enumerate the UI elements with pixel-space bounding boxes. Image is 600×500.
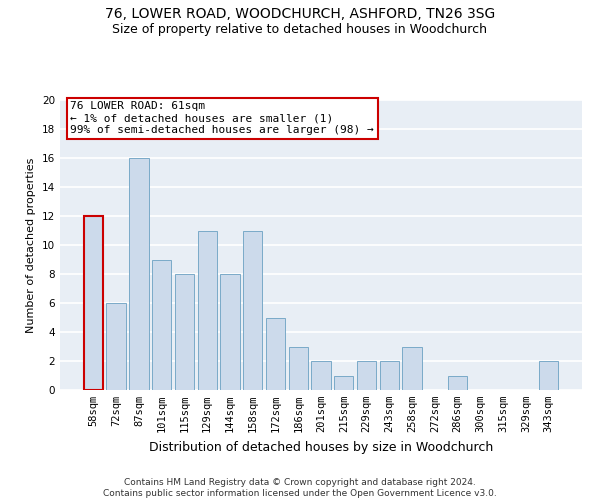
Bar <box>403 346 422 390</box>
Bar <box>220 274 239 390</box>
Bar <box>266 318 285 390</box>
Bar <box>357 361 376 390</box>
Bar <box>539 361 558 390</box>
Bar <box>84 216 103 390</box>
Bar <box>129 158 149 390</box>
Text: 76, LOWER ROAD, WOODCHURCH, ASHFORD, TN26 3SG: 76, LOWER ROAD, WOODCHURCH, ASHFORD, TN2… <box>105 8 495 22</box>
Bar <box>243 230 262 390</box>
Bar <box>311 361 331 390</box>
Bar <box>334 376 353 390</box>
Bar <box>448 376 467 390</box>
X-axis label: Distribution of detached houses by size in Woodchurch: Distribution of detached houses by size … <box>149 440 493 454</box>
Y-axis label: Number of detached properties: Number of detached properties <box>26 158 37 332</box>
Text: 76 LOWER ROAD: 61sqm
← 1% of detached houses are smaller (1)
99% of semi-detache: 76 LOWER ROAD: 61sqm ← 1% of detached ho… <box>70 102 374 134</box>
Bar <box>197 230 217 390</box>
Text: Contains HM Land Registry data © Crown copyright and database right 2024.
Contai: Contains HM Land Registry data © Crown c… <box>103 478 497 498</box>
Bar <box>289 346 308 390</box>
Text: Size of property relative to detached houses in Woodchurch: Size of property relative to detached ho… <box>113 22 487 36</box>
Bar <box>380 361 399 390</box>
Bar <box>106 303 126 390</box>
Bar <box>175 274 194 390</box>
Bar <box>152 260 172 390</box>
